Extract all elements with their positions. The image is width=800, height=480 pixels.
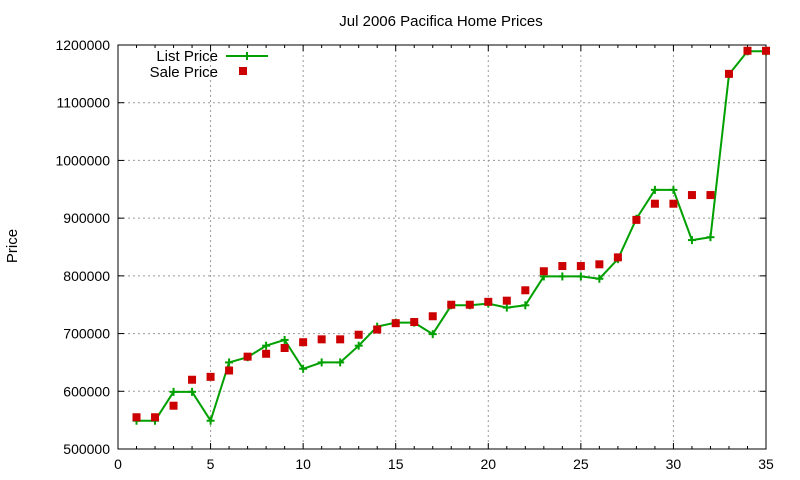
y-tick-label: 900000 bbox=[63, 210, 110, 226]
data-point-sale-price bbox=[687, 191, 696, 200]
data-point-list-price bbox=[502, 303, 511, 312]
data-point-list-price bbox=[188, 387, 197, 396]
series-layer bbox=[132, 46, 770, 425]
data-point-sale-price bbox=[558, 262, 567, 271]
data-point-sale-price bbox=[632, 215, 641, 224]
y-tick-label: 600000 bbox=[63, 383, 110, 399]
data-point-sale-price bbox=[465, 300, 474, 309]
x-tick-label: 30 bbox=[666, 456, 682, 472]
data-point-sale-price bbox=[724, 69, 733, 78]
data-point-list-price bbox=[299, 364, 308, 373]
data-point-list-price bbox=[687, 236, 696, 245]
data-point-sale-price bbox=[521, 286, 530, 295]
data-point-sale-price bbox=[539, 267, 548, 276]
data-point-sale-price bbox=[613, 253, 622, 262]
data-point-sale-price bbox=[502, 296, 511, 305]
data-point-list-price bbox=[706, 233, 715, 242]
data-point-sale-price bbox=[262, 349, 271, 358]
x-tick-label: 20 bbox=[480, 456, 496, 472]
data-point-sale-price bbox=[743, 46, 752, 55]
data-point-sale-price bbox=[484, 297, 493, 306]
data-point-sale-price bbox=[410, 318, 419, 327]
legend-label-sale-price: Sale Price bbox=[150, 64, 218, 81]
plot-frame bbox=[117, 44, 767, 450]
data-point-list-price bbox=[354, 341, 363, 350]
x-tick-label: 10 bbox=[295, 456, 311, 472]
y-tick-label: 800000 bbox=[63, 268, 110, 284]
grid bbox=[117, 44, 767, 450]
y-tick-label: 700000 bbox=[63, 326, 110, 342]
y-tick-label: 1100000 bbox=[57, 95, 111, 111]
data-point-sale-price bbox=[169, 401, 178, 410]
data-point-sale-price bbox=[373, 325, 382, 334]
data-point-sale-price bbox=[206, 372, 215, 381]
y-axis-label: Price bbox=[4, 229, 21, 263]
series-line-list-price bbox=[136, 50, 766, 424]
x-tick-label: 5 bbox=[207, 456, 215, 472]
x-tick-label: 35 bbox=[758, 456, 774, 472]
data-point-list-price bbox=[428, 330, 437, 339]
x-tick-label: 25 bbox=[573, 456, 589, 472]
data-point-sale-price bbox=[317, 335, 326, 344]
data-point-list-price bbox=[225, 358, 234, 367]
data-point-list-price bbox=[206, 416, 215, 425]
data-point-sale-price bbox=[669, 199, 678, 208]
data-point-sale-price bbox=[132, 413, 141, 422]
tick-labels: 500000 600000 700000 800000 900000 1000000 110… bbox=[55, 37, 774, 472]
data-point-sale-price bbox=[151, 413, 160, 422]
legend: List Price Sale Price bbox=[150, 48, 268, 81]
data-point-sale-price bbox=[280, 344, 289, 352]
data-point-list-price bbox=[558, 272, 567, 281]
x-tick-label: 0 bbox=[114, 456, 122, 472]
legend-marker-sale-price bbox=[239, 67, 247, 75]
data-point-list-price bbox=[521, 301, 530, 310]
data-point-sale-price bbox=[595, 260, 604, 269]
x-tick-label: 15 bbox=[388, 456, 404, 472]
data-point-sale-price bbox=[576, 262, 585, 271]
data-point-sale-price bbox=[428, 312, 437, 321]
chart-title: Jul 2006 Pacifica Home Prices bbox=[339, 13, 542, 30]
data-point-sale-price bbox=[650, 199, 659, 208]
y-tick-label: 1200000 bbox=[55, 37, 110, 53]
data-point-list-price bbox=[336, 358, 345, 367]
y-tick-label: 500000 bbox=[63, 441, 110, 457]
data-point-sale-price bbox=[391, 319, 400, 328]
data-point-list-price bbox=[669, 185, 678, 194]
data-point-sale-price bbox=[354, 330, 363, 339]
data-point-sale-price bbox=[447, 300, 456, 309]
y-tick-label: 1000000 bbox=[55, 152, 110, 168]
data-point-list-price bbox=[650, 185, 659, 194]
data-point-list-price bbox=[280, 335, 289, 344]
data-point-sale-price bbox=[336, 335, 345, 344]
data-point-list-price bbox=[262, 341, 271, 350]
data-point-sale-price bbox=[243, 352, 252, 361]
data-point-sale-price bbox=[225, 366, 234, 375]
data-point-list-price bbox=[169, 387, 178, 396]
data-point-sale-price bbox=[762, 46, 770, 55]
data-point-sale-price bbox=[706, 191, 715, 200]
legend-label-list-price: List Price bbox=[156, 48, 218, 65]
data-point-list-price bbox=[595, 274, 604, 283]
data-point-sale-price bbox=[188, 375, 197, 384]
data-point-sale-price bbox=[299, 338, 308, 347]
data-point-list-price bbox=[576, 272, 585, 281]
data-point-list-price bbox=[317, 358, 326, 367]
